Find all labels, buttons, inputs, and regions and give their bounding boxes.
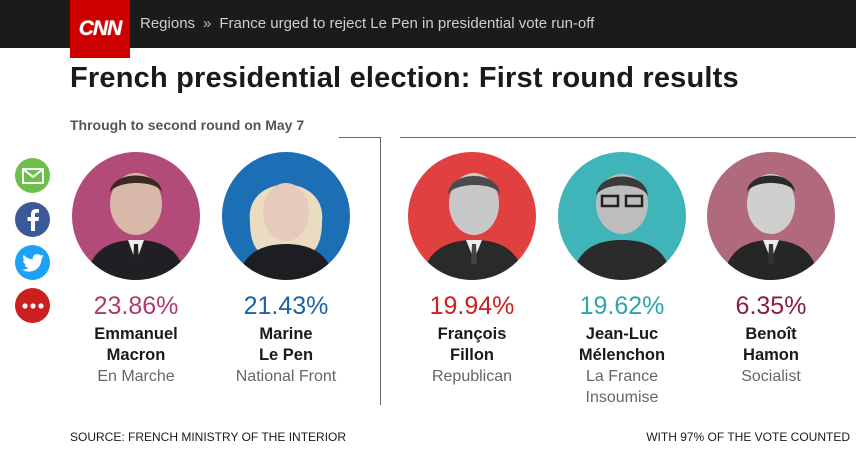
section-subtitle: Through to second round on May 7	[70, 117, 305, 133]
more-icon	[21, 302, 44, 309]
candidate-last-name: Hamon	[743, 346, 799, 364]
twitter-icon	[21, 253, 44, 272]
vote-percentage: 23.86%	[93, 292, 179, 320]
vote-percentage: 21.43%	[243, 292, 329, 320]
candidate-first-name: François	[437, 325, 507, 343]
candidate-first-name: Marine	[259, 325, 313, 343]
candidate-card: 6.35% Benoît Hamon Socialist	[696, 152, 846, 387]
candidate-first-name: Emmanuel	[94, 325, 178, 343]
candidate-last-name: Le Pen	[258, 346, 314, 364]
cnn-logo[interactable]: CNN	[70, 0, 130, 58]
portrait-silhouette	[238, 183, 334, 280]
candidate-first-name: Jean-Luc	[585, 325, 659, 343]
more-share-button[interactable]	[15, 288, 50, 323]
facebook-share-button[interactable]	[15, 202, 50, 237]
candidate-photo	[707, 152, 835, 280]
candidate-first-name: Benoît	[745, 325, 797, 343]
breadcrumb-separator: »	[203, 15, 212, 32]
candidate-photo	[558, 152, 686, 280]
top-nav-bar: CNN Regions » France urged to reject Le Pe…	[0, 0, 856, 58]
portrait-silhouette	[86, 173, 186, 280]
eliminated-panel	[400, 137, 856, 138]
candidate-card: 21.43% Marine Le Pen National Front	[211, 152, 361, 387]
twitter-share-button[interactable]	[15, 245, 50, 280]
party-name: En Marche	[97, 368, 175, 385]
party-name-line-2: Insoumise	[585, 389, 659, 406]
divider	[339, 137, 380, 138]
candidate-card: 19.62% Jean-Luc Mélenchon La France Inso…	[547, 152, 697, 408]
facebook-icon	[27, 208, 39, 231]
candidate-last-name: Mélenchon	[578, 346, 666, 364]
party-name: Socialist	[741, 368, 801, 385]
portrait-silhouette	[572, 174, 672, 280]
page-title: French presidential election: First roun…	[70, 62, 739, 94]
breadcrumb-article[interactable]: France urged to reject Le Pen in preside…	[219, 15, 595, 32]
portrait-silhouette	[422, 173, 524, 280]
party-name: Republican	[431, 368, 513, 385]
vote-percentage: 19.94%	[429, 292, 515, 320]
candidate-card: 23.86% Emmanuel Macron En Marche	[61, 152, 211, 387]
source-note: SOURCE: FRENCH MINISTRY OF THE INTERIOR	[70, 430, 347, 444]
candidate-photo	[408, 152, 536, 280]
party-name-line-1: La France	[585, 368, 659, 385]
portrait-silhouette	[723, 174, 819, 280]
vote-percentage: 6.35%	[735, 292, 807, 320]
party-name: National Front	[235, 368, 337, 385]
vote-percentage: 19.62%	[579, 292, 665, 320]
breadcrumb: Regions » France urged to reject Le Pen in…	[140, 15, 594, 32]
candidate-card: 19.94% François Fillon Republican	[397, 152, 547, 387]
candidate-last-name: Fillon	[450, 346, 494, 364]
breadcrumb-regions[interactable]: Regions	[140, 15, 196, 32]
email-icon	[21, 167, 44, 184]
second-round-panel	[70, 137, 381, 405]
email-share-button[interactable]	[15, 158, 50, 193]
vote-count-note: WITH 97% OF THE VOTE COUNTED	[646, 430, 850, 444]
candidate-photo	[72, 152, 200, 280]
candidate-photo	[222, 152, 350, 280]
candidate-last-name: Macron	[106, 346, 166, 364]
